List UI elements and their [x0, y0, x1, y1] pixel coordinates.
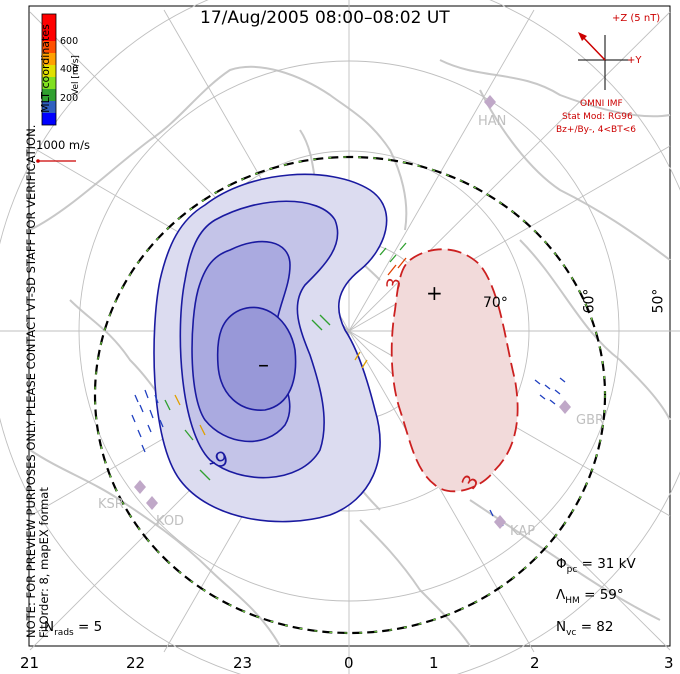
imf-condition: Bz+/By-, 4<BT<6 — [556, 125, 636, 135]
station-markers — [134, 95, 571, 529]
imf-clock — [578, 32, 632, 90]
positive-potential-marker: + — [426, 281, 443, 305]
negative-potential-marker: – — [258, 353, 269, 378]
colorbar-tick-400: 400 — [60, 64, 79, 75]
hm-latitude: ΛHM = 59° — [556, 587, 624, 606]
hm-boundary-vectors — [94, 156, 606, 634]
imf-y-label: +Y — [627, 55, 642, 66]
page-title: 17/Aug/2005 08:00–08:02 UT — [200, 8, 450, 28]
colorbar-tick-600: 600 — [60, 36, 79, 47]
station-ksr: KSR — [98, 497, 124, 512]
imf-source: OMNI IMF — [580, 99, 623, 109]
positive-contour-label-top: 3 — [383, 276, 406, 291]
mlt-tick-23: 23 — [233, 654, 253, 672]
preview-note-line2: FitOrder: 8, mapEX format — [37, 487, 51, 638]
velocity-vectors — [131, 242, 566, 527]
mlt-tick-1: 1 — [429, 654, 439, 672]
mlt-tick-22: 22 — [126, 654, 146, 672]
preview-note: NOTE: FOR PREVIEW PURPOSES ONLY. PLEASE … — [24, 125, 51, 638]
latitude-label-50: 50° — [650, 288, 667, 314]
latitude-label-70: 70° — [483, 295, 508, 311]
plot-frame — [28, 5, 671, 647]
station-han: HAN — [478, 114, 507, 129]
mlt-tick-3: 3 — [664, 654, 674, 672]
colorbar-title: MLT coordinates — [38, 24, 52, 113]
mlt-tick-21: 21 — [20, 654, 40, 672]
colorbar-tick-200: 200 — [60, 93, 79, 104]
station-kap: KAP — [510, 524, 536, 539]
station-kod: KOD — [156, 514, 185, 529]
reference-vector-label: 1000 m/s — [36, 138, 90, 152]
negative-convection-cell — [153, 173, 388, 523]
cross-polar-potential: Φpc = 31 kV — [556, 556, 636, 575]
mlt-tick-2: 2 — [530, 654, 540, 672]
station-gbr: GBR — [576, 413, 605, 428]
radar-count: Nrads = 5 — [44, 619, 103, 638]
latitude-label-60: 60° — [581, 288, 598, 314]
colorbar-unit: Vel [m/s] — [70, 55, 81, 95]
imf-z-label: +Z (5 nT) — [612, 13, 661, 24]
imf-model: Stat Mod: RG96 — [562, 112, 633, 122]
velocity-colorbar — [41, 13, 57, 126]
positive-convection-cell — [390, 248, 519, 493]
vector-count: Nvc = 82 — [556, 619, 614, 638]
mlt-tick-0: 0 — [344, 654, 354, 672]
